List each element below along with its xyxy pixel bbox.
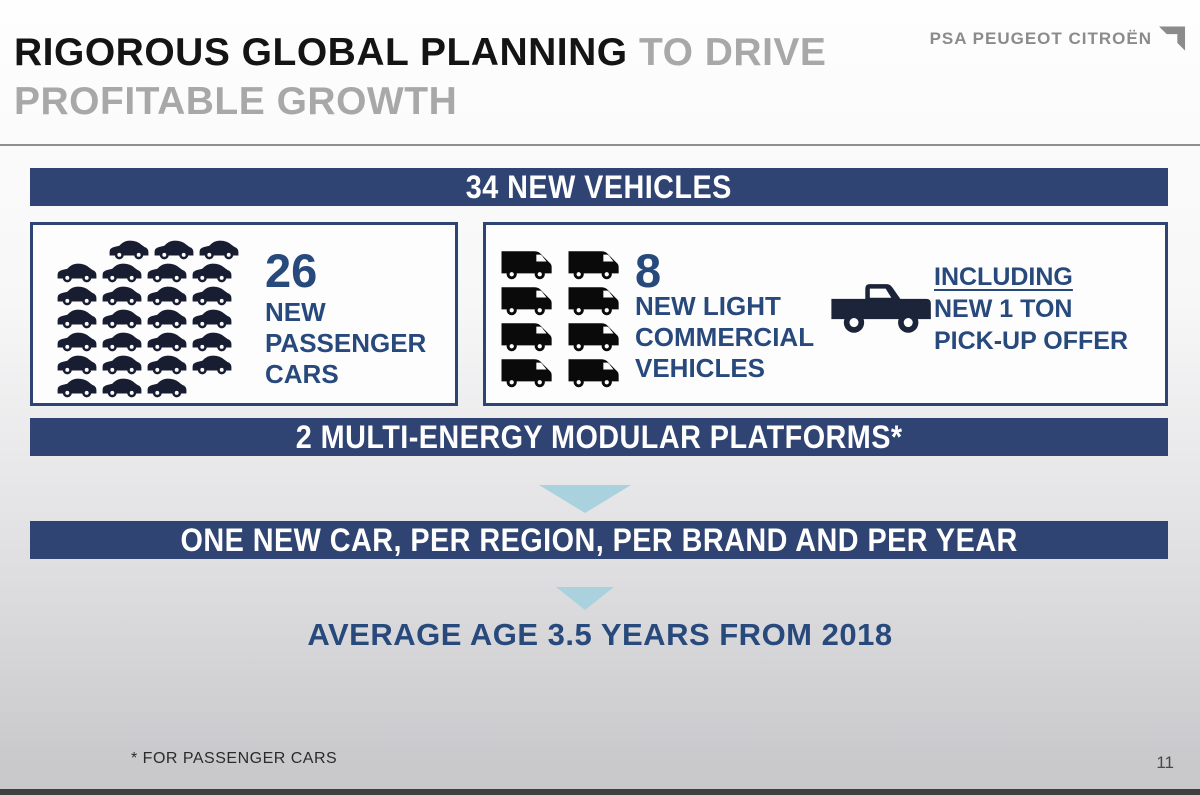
van-icon	[568, 323, 619, 352]
car-icon	[154, 240, 194, 260]
psa-corner-logo-icon	[1159, 26, 1186, 51]
page-title: RIGOROUS GLOBAL PLANNING TO DRIVE PROFIT…	[14, 28, 826, 126]
title-secondary: TO DRIVE	[627, 31, 827, 74]
pickup-note: INCLUDING NEW 1 TON PICK-UP OFFER	[934, 261, 1128, 357]
car-icon	[57, 332, 97, 352]
car-icon	[147, 332, 187, 352]
car-icon	[147, 263, 187, 283]
commercial-vehicles-count: 8	[635, 244, 662, 297]
car-icon	[102, 355, 142, 375]
car-icon	[192, 355, 232, 375]
pickup-truck-icon	[831, 284, 931, 333]
car-icon	[102, 263, 142, 283]
banner-new-vehicles: 34 NEW VEHICLES	[30, 168, 1168, 206]
car-icon	[57, 378, 97, 398]
van-icon	[568, 251, 619, 280]
header-divider	[0, 144, 1200, 146]
banner-platforms: 2 MULTI-ENERGY MODULAR PLATFORMS*	[30, 418, 1168, 456]
passenger-cars-label: NEW PASSENGER CARS	[265, 297, 426, 390]
car-icon	[57, 286, 97, 306]
icon-row	[56, 376, 240, 399]
banner-one-new-car: ONE NEW CAR, PER REGION, PER BRAND AND P…	[30, 521, 1168, 559]
car-icon	[102, 309, 142, 329]
car-icon	[192, 263, 232, 283]
commercial-vehicles-label-line2: COMMERCIAL	[635, 322, 815, 352]
icon-row	[56, 261, 240, 284]
car-icon	[192, 309, 232, 329]
pickup-note-line2: NEW 1 TON	[934, 295, 1073, 323]
van-icon	[568, 359, 619, 388]
footnote: * FOR PASSENGER CARS	[131, 750, 338, 767]
icon-row	[56, 238, 240, 261]
bottom-bar	[0, 789, 1200, 795]
car-icon	[147, 309, 187, 329]
car-icon	[109, 240, 149, 260]
car-icon	[102, 286, 142, 306]
van-icon	[501, 251, 552, 280]
down-arrow-icon	[556, 587, 614, 610]
average-age-statement: AVERAGE AGE 3.5 YEARS FROM 2018	[307, 617, 893, 652]
company-logo: PSA PEUGEOT CITROËN	[930, 26, 1186, 52]
icon-row	[56, 330, 240, 353]
icon-row	[498, 319, 626, 355]
icon-row	[56, 353, 240, 376]
car-icon	[147, 286, 187, 306]
commercial-vehicles-label-line3: VEHICLES	[635, 353, 766, 383]
van-icon	[501, 323, 552, 352]
commercial-vehicles-label-line1: NEW LIGHT	[635, 291, 781, 321]
passenger-cars-box: 26 NEW PASSENGER CARS	[30, 222, 458, 406]
title-line-1: RIGOROUS GLOBAL PLANNING TO DRIVE	[14, 28, 826, 77]
company-logo-text: PSA PEUGEOT CITROËN	[929, 29, 1152, 48]
van-icon	[568, 287, 619, 316]
pickup-note-line1: INCLUDING	[934, 263, 1073, 291]
icon-row	[498, 283, 626, 319]
icon-row	[498, 355, 626, 391]
van-icon	[501, 359, 552, 388]
passenger-cars-label-line3: CARS	[265, 359, 339, 389]
commercial-vehicles-box: 8 NEW LIGHT COMMERCIAL VEHICLES INCLUDIN…	[483, 222, 1168, 406]
passenger-car-icon-grid	[56, 238, 240, 399]
down-arrow-icon	[539, 485, 631, 513]
page-number: 11	[1156, 753, 1174, 772]
title-primary: RIGOROUS GLOBAL PLANNING	[14, 31, 628, 74]
car-icon	[192, 332, 232, 352]
car-icon	[147, 378, 187, 398]
title-line-2: PROFITABLE GROWTH	[14, 80, 458, 123]
car-icon	[57, 309, 97, 329]
banner-platforms-label: 2 MULTI-ENERGY MODULAR PLATFORMS*	[295, 418, 903, 455]
van-icon-grid	[498, 247, 626, 391]
car-icon	[57, 355, 97, 375]
banner-new-vehicles-label: 34 NEW VEHICLES	[465, 168, 733, 205]
banner-one-new-car-label: ONE NEW CAR, PER REGION, PER BRAND AND P…	[180, 521, 1018, 558]
car-icon	[57, 263, 97, 283]
van-icon	[501, 287, 552, 316]
car-icon	[199, 240, 239, 260]
passenger-cars-label-line2: PASSENGER	[265, 328, 427, 358]
icon-row	[56, 284, 240, 307]
passenger-cars-count: 26	[265, 244, 318, 297]
passenger-cars-label-line1: NEW	[265, 297, 326, 327]
car-icon	[192, 286, 232, 306]
commercial-vehicles-label: NEW LIGHT COMMERCIAL VEHICLES	[635, 291, 814, 384]
pickup-note-line3: PICK-UP OFFER	[934, 327, 1128, 355]
car-icon	[102, 332, 142, 352]
car-icon	[147, 355, 187, 375]
icon-row	[498, 247, 626, 283]
icon-row	[56, 307, 240, 330]
car-icon	[102, 378, 142, 398]
